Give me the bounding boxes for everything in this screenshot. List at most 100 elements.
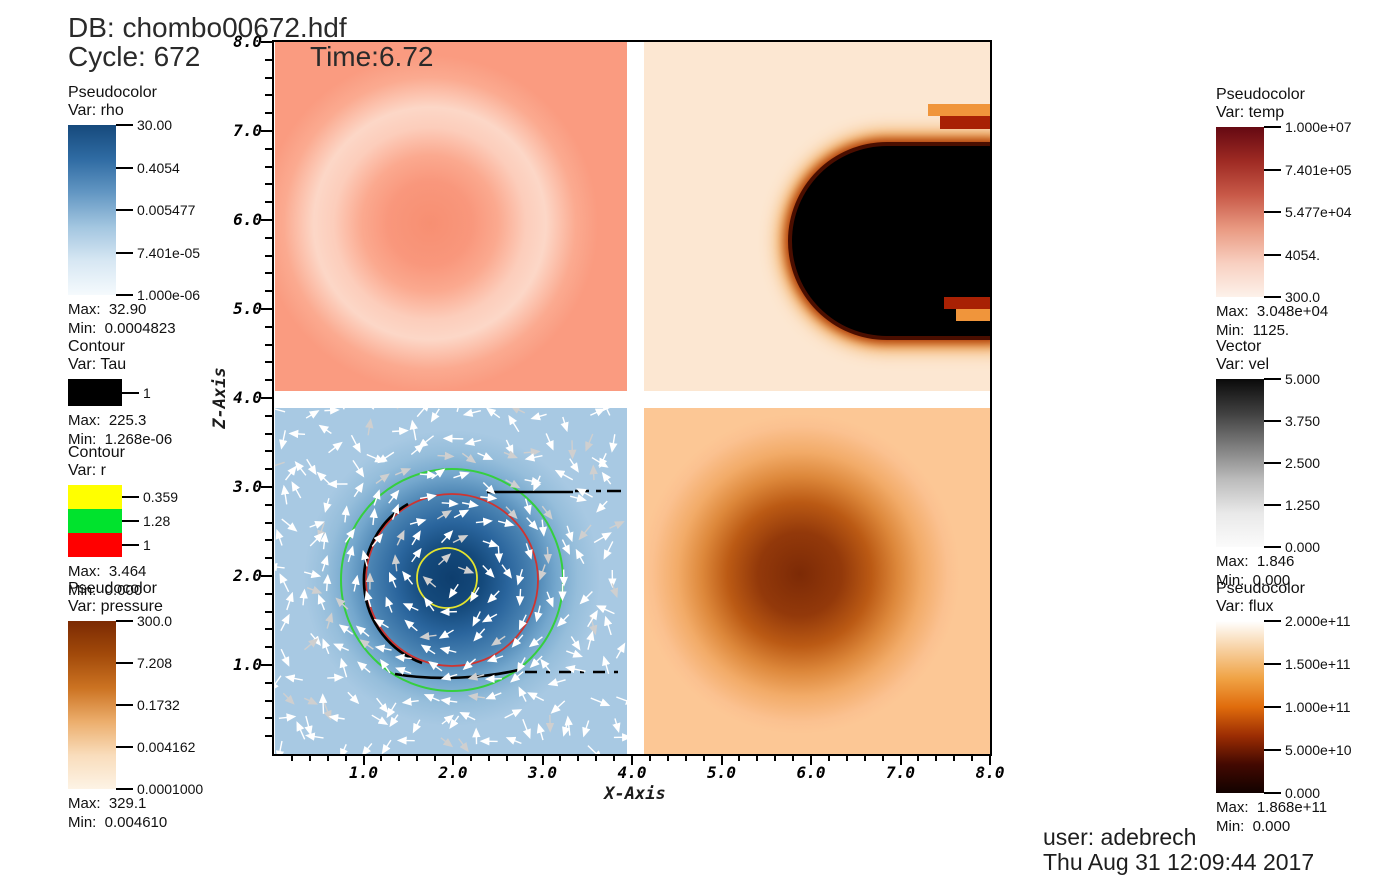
z-tick-mark [265, 592, 272, 595]
x-tick-mark [290, 755, 293, 761]
velocity-arrow [280, 648, 290, 667]
velocity-arrow [540, 658, 551, 672]
x-tick-mark [613, 755, 616, 761]
velocity-arrow [601, 471, 612, 485]
z-tick-mark [265, 94, 272, 97]
x-tick-mark [434, 755, 437, 761]
velocity-arrow [604, 615, 613, 636]
x-tick-mark [702, 755, 705, 761]
flux-streak [944, 297, 990, 309]
legend-var: Var: flux [1216, 598, 1274, 615]
colorbar-tick-label: 30.00 [137, 117, 173, 133]
velocity-arrow [589, 464, 598, 481]
velocity-arrow [554, 469, 574, 481]
contour-tau-segment [394, 668, 519, 680]
colorbar-tick-label: 0.1732 [137, 697, 180, 713]
velocity-arrow [494, 546, 504, 564]
z-tick-mark [265, 699, 272, 702]
velocity-arrow [411, 547, 422, 563]
velocity-arrow [481, 613, 498, 623]
velocity-arrow [391, 503, 400, 520]
velocity-arrow [296, 721, 306, 740]
velocity-arrow [324, 408, 340, 415]
velocity-arrow [364, 590, 373, 607]
x-tick-mark [559, 755, 562, 761]
velocity-arrow [396, 529, 405, 546]
flux-colorbar: 2.000e+11 1.500e+11 1.000e+11 5.000e+10 … [1216, 613, 1352, 801]
velocity-arrow [557, 614, 570, 627]
velocity-arrow [527, 692, 545, 702]
velocity-arrow [485, 408, 501, 419]
colorbar-tick-label: 1.000e-06 [137, 287, 201, 303]
contour-level-label: 1.28 [143, 513, 171, 529]
legend-tau: Contour Var: Tau 1 Max: 225.3 Min: 1.268… [68, 338, 172, 448]
velocity-arrow [602, 655, 611, 675]
velocity-arrow [404, 619, 418, 632]
velocity-arrow [453, 509, 470, 519]
z-tick-mark [265, 503, 272, 506]
z-tick-mark [265, 468, 272, 471]
velocity-arrow [281, 518, 298, 532]
temp-colorbar: 1.000e+07 7.401e+05 5.477e+04 4054. 300.… [1216, 119, 1352, 305]
velocity-arrow [303, 569, 322, 579]
contour-level-label: 0.359 [143, 489, 179, 505]
z-tick-mark [261, 219, 272, 221]
legend-var: Var: vel [1216, 356, 1270, 373]
velocity-arrow [518, 686, 527, 702]
velocity-arrow [560, 416, 569, 433]
velocity-arrow [461, 499, 479, 509]
contour-swatch [68, 379, 122, 406]
x-tick-mark [756, 755, 759, 761]
velocity-arrow [482, 481, 496, 495]
legend-type: Pseudocolor [1216, 86, 1305, 103]
velocity-arrow [562, 721, 571, 737]
x-tick-mark [899, 755, 902, 765]
velocity-arrow [376, 697, 389, 714]
velocity-arrow [386, 702, 397, 719]
panel-temp-field[interactable] [275, 42, 627, 391]
velocity-arrow [456, 408, 459, 412]
x-tick-mark [326, 755, 329, 761]
z-tick-mark [265, 76, 272, 79]
velocity-arrow [392, 426, 409, 436]
velocity-arrow [342, 408, 345, 410]
contour-swatch [68, 509, 122, 533]
x-tick-mark [971, 755, 974, 761]
velocity-arrow [409, 419, 418, 441]
colorbar-tick-label: 3.750 [1285, 413, 1321, 429]
velocity-arrow [371, 533, 384, 547]
legend-temp: Pseudocolor Var: temp 1.000e+07 7.401e+0… [1216, 86, 1352, 339]
velocity-arrow [409, 518, 427, 527]
velocity-arrow [480, 493, 498, 502]
colorbar-tick-label: 7.401e-05 [137, 244, 201, 261]
velocity-arrow [389, 714, 399, 728]
velocity-arrow [294, 461, 307, 476]
velocity-arrow [284, 465, 297, 481]
legend-max: Max: 225.3 [68, 412, 147, 429]
velocity-arrow [566, 649, 583, 658]
panel-pressure-field[interactable] [644, 408, 990, 754]
velocity-arrow [339, 657, 348, 678]
panel-flux-field[interactable] [644, 42, 990, 391]
velocity-arrow [357, 661, 371, 673]
velocity-arrow [452, 534, 469, 544]
x-tick-mark [953, 755, 956, 761]
velocity-arrow [318, 424, 332, 434]
x-tick-mark [845, 755, 848, 761]
velocity-arrow [282, 692, 295, 705]
velocity-arrow [564, 715, 573, 736]
panel-rho-field[interactable] [275, 408, 627, 754]
velocity-arrow [361, 549, 370, 567]
velocity-arrow [328, 441, 343, 454]
z-tick-mark [261, 308, 272, 310]
velocity-arrow [565, 525, 574, 543]
contour-swatch [68, 533, 122, 557]
x-tick-label: 2.0 [438, 763, 468, 782]
velocity-arrow [304, 715, 313, 736]
x-tick-mark [792, 755, 795, 761]
x-tick-label: 6.0 [796, 763, 826, 782]
contour-swatch [68, 485, 122, 509]
velocity-arrow [440, 696, 458, 706]
velocity-arrow [602, 408, 611, 416]
